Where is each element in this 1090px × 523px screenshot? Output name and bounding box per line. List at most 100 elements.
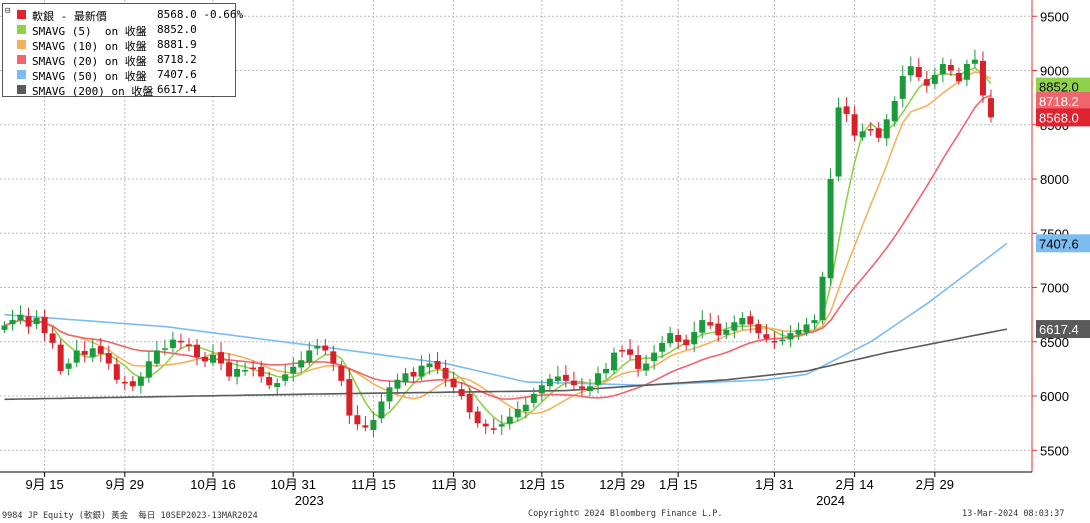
candle-body (651, 352, 658, 362)
candle-body (659, 342, 666, 352)
candle-body (121, 381, 128, 384)
candle-body (354, 415, 361, 425)
legend-collapse-icon[interactable]: ⊟ (5, 6, 11, 16)
candle-body (450, 379, 457, 388)
sma-50-line (4, 242, 1008, 387)
y-tick-label: 6500 (1040, 335, 1069, 350)
legend-change: -0.66% (203, 8, 244, 21)
candle-body (811, 320, 818, 324)
legend-row-sma5: SMAVG (5) on 收盤 8852.0 (7, 23, 233, 38)
candle-body (819, 276, 826, 321)
candle-body (41, 316, 48, 334)
candle-body (891, 100, 898, 122)
x-tick-label: 12月 29 (599, 477, 645, 492)
candle-body (971, 59, 978, 64)
candle-body (266, 376, 273, 386)
y-tick-label: 8000 (1040, 172, 1069, 187)
candle-body (955, 72, 962, 82)
price-tag-box (1036, 234, 1090, 253)
candle-body (482, 423, 489, 427)
y-tick-label: 6000 (1040, 389, 1069, 404)
candle-body (49, 333, 56, 343)
candle-body (145, 361, 152, 378)
candle-body (202, 356, 208, 362)
y-tick-label: 9000 (1040, 64, 1069, 79)
candle-body (611, 352, 618, 371)
candle-body (105, 353, 112, 364)
candle-body (594, 373, 601, 385)
y-tick-label: 9500 (1040, 9, 1069, 24)
candle-body (827, 179, 834, 279)
x-tick-label: 1月 15 (659, 477, 697, 492)
legend-series-name: SMAVG (200) on 收盤 (32, 85, 154, 98)
candlesticks (1, 49, 994, 437)
sma-20-line (4, 94, 992, 400)
candle-body (875, 128, 882, 138)
chart-legend: ⊟ 軟銀 - 最新價 8568.0 -0.66% SMAVG (5) on 收盤… (2, 3, 243, 98)
candle-body (931, 74, 938, 84)
x-tick-label: 10月 16 (190, 477, 236, 492)
legend-series-name: 軟銀 - 最新價 (32, 10, 107, 23)
candle-body (242, 370, 249, 372)
candle-body (635, 355, 642, 369)
legend-series-value: 7407.6 (157, 68, 197, 81)
candle-body (290, 366, 297, 374)
candle-body (771, 341, 778, 343)
candle-body (883, 119, 890, 139)
candle-body (522, 404, 529, 412)
candle-body (747, 316, 754, 325)
price-tag-value: 7407.6 (1039, 236, 1079, 251)
legend-swatch (17, 25, 26, 34)
candle-body (835, 107, 842, 177)
price-tag-value: 8718.2 (1039, 94, 1079, 109)
footer-ticker-info: 9984 JP Equity (軟銀) 黃金 每日 10SEP2023-13MA… (2, 511, 258, 521)
legend-series-value: 8881.9 (157, 38, 197, 51)
price-tag-value: 8568.0 (1039, 110, 1079, 125)
candle-body (530, 393, 537, 403)
footer-timestamp: 13-Mar-2024 08:03:37 (962, 509, 1065, 519)
candle-body (907, 66, 914, 76)
candle-body (570, 380, 577, 386)
candle-body (514, 409, 521, 418)
candle-body (586, 386, 593, 392)
candle-body (378, 401, 385, 419)
candle-body (803, 324, 810, 333)
x-tick-label: 2月 14 (835, 477, 873, 492)
price-tag-box (1036, 92, 1090, 111)
candle-body (474, 411, 481, 424)
legend-series-name: SMAVG (5) on 收盤 (32, 25, 147, 38)
legend-swatch (17, 55, 26, 64)
candle-body (113, 364, 120, 380)
candle-body (89, 348, 96, 357)
x-tick-label: 11月 30 (431, 477, 476, 492)
candle-body (578, 386, 585, 389)
candle-body (667, 333, 674, 344)
y-tick-label: 5500 (1040, 443, 1069, 458)
candle-body (153, 350, 160, 364)
moving-average-lines (4, 66, 1008, 425)
candle-body (65, 363, 72, 369)
legend-swatch (17, 40, 26, 49)
candle-body (234, 368, 241, 377)
candle-body (851, 114, 858, 136)
candle-body (715, 323, 722, 336)
candle-body (33, 317, 40, 325)
candle-body (314, 346, 321, 349)
candle-body (723, 329, 730, 335)
legend-series-name: SMAVG (50) on 收盤 (32, 70, 147, 83)
candle-body (538, 385, 545, 394)
candle-body (442, 367, 449, 379)
candle-body (97, 346, 104, 354)
candle-body (867, 129, 874, 131)
candle-body (418, 365, 425, 377)
candle-body (193, 344, 200, 357)
candle-body (603, 368, 609, 374)
price-tag-value: 6617.4 (1039, 322, 1079, 337)
candle-body (169, 339, 176, 349)
candle-body (546, 378, 553, 387)
candle-body (402, 373, 409, 383)
candle-body (755, 324, 762, 334)
candle-body (330, 351, 337, 364)
candle-body (707, 322, 714, 326)
